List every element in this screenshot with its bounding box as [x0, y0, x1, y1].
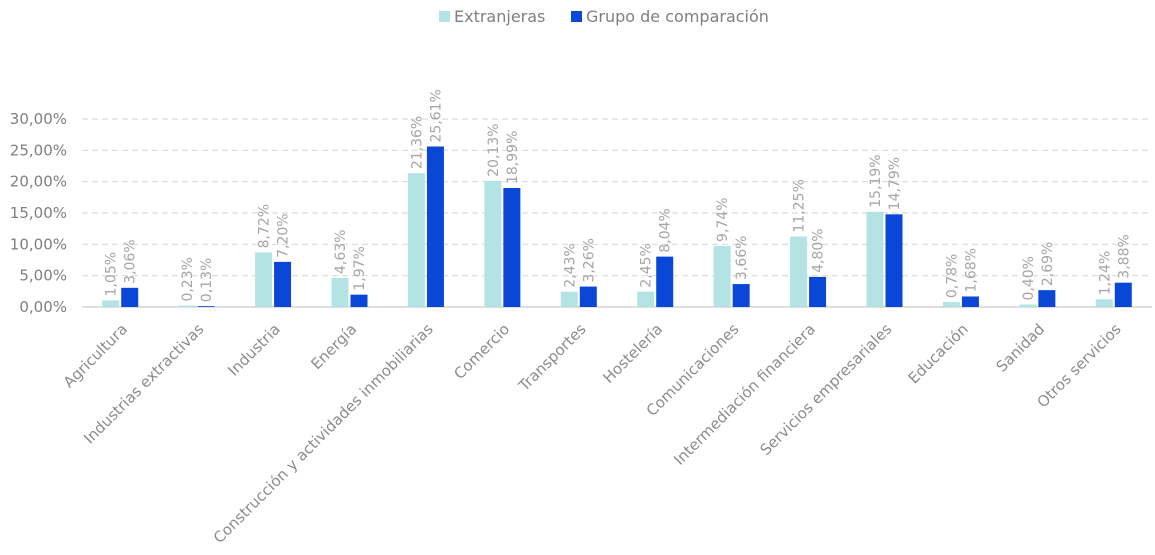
bar-extranjeras-hosteleria [637, 291, 655, 307]
x-category-label-educacion: Educación [905, 320, 972, 387]
x-category-label-energia: Energía [307, 320, 360, 373]
data-label-grupo-de-comparacion-hosteleria: 8,04% [658, 208, 674, 252]
y-tick-label: 15,00% [10, 204, 67, 222]
bar-grupo-de-comparacion-otros-servicios [1114, 282, 1132, 307]
bar-grupo-de-comparacion-agricultura [121, 287, 139, 307]
data-label-extranjeras-construccion-y-actividades-inmobiliarias: 21,36% [409, 116, 425, 169]
legend-item-grupo-de-comparacion: Grupo de comparación [571, 7, 769, 26]
bar-extranjeras-transportes [560, 291, 578, 307]
data-label-extranjeras-otros-servicios: 1,24% [1097, 251, 1113, 295]
data-label-extranjeras-comunicaciones: 9,74% [715, 197, 731, 241]
x-category-label-servicios-empresariales: Servicios empresariales [757, 320, 896, 459]
data-label-extranjeras-industria: 8,72% [257, 204, 273, 248]
data-label-grupo-de-comparacion-construccion-y-actividades-inmobiliarias: 25,61% [428, 89, 444, 142]
x-category-label-industria: Industria [224, 320, 284, 380]
bar-grupo-de-comparacion-transportes [579, 286, 597, 307]
bar-grupo-de-comparacion-comunicaciones [732, 284, 750, 307]
bar-grupo-de-comparacion-educacion [961, 296, 979, 307]
bar-extranjeras-educacion [942, 302, 960, 307]
data-label-extranjeras-agricultura: 1,05% [104, 252, 120, 296]
x-category-label-comercio: Comercio [450, 320, 513, 383]
bar-grupo-de-comparacion-energia [350, 294, 368, 307]
x-category-label-transportes: Transportes [514, 320, 589, 395]
legend: Extranjeras Grupo de comparación [439, 7, 769, 26]
bar-extranjeras-comercio [484, 180, 502, 307]
bar-grupo-de-comparacion-industrias-extractivas [197, 306, 215, 307]
bar-grupo-de-comparacion-intermediacion-financiera [809, 276, 827, 307]
bars [102, 146, 1132, 307]
legend-label-extranjeras: Extranjeras [454, 7, 545, 26]
y-tick-label: 25,00% [10, 141, 67, 159]
y-tick-label: 30,00% [10, 110, 67, 128]
bar-extranjeras-industria [255, 252, 273, 307]
bar-extranjeras-sanidad [1019, 304, 1037, 307]
x-category-label-intermediacion-financiera: Intermediación financiera [670, 320, 819, 469]
data-label-grupo-de-comparacion-comercio: 18,99% [505, 131, 521, 184]
data-label-grupo-de-comparacion-comunicaciones: 3,66% [734, 236, 750, 280]
bar-extranjeras-servicios-empresariales [866, 211, 884, 307]
data-label-extranjeras-intermediacion-financiera: 11,25% [792, 179, 808, 232]
data-label-grupo-de-comparacion-transportes: 3,26% [581, 238, 597, 282]
bar-extranjeras-otros-servicios [1095, 299, 1113, 307]
legend-swatch-extranjeras [439, 11, 450, 22]
y-tick-label: 20,00% [10, 173, 67, 191]
data-label-extranjeras-sanidad: 0,40% [1021, 256, 1037, 300]
bar-grupo-de-comparacion-construccion-y-actividades-inmobiliarias [426, 146, 444, 307]
data-label-extranjeras-hosteleria: 2,45% [639, 243, 655, 287]
bar-grupo-de-comparacion-comercio [503, 187, 521, 307]
y-tick-label: 5,00% [19, 267, 67, 285]
data-label-extranjeras-educacion: 0,78% [944, 254, 960, 298]
legend-item-extranjeras: Extranjeras [439, 7, 545, 26]
legend-swatch-grupo-de-comparacion [571, 11, 582, 22]
data-label-extranjeras-comercio: 20,13% [486, 123, 502, 176]
bar-extranjeras-agricultura [102, 300, 120, 307]
bar-grupo-de-comparacion-sanidad [1038, 290, 1056, 307]
data-label-grupo-de-comparacion-industrias-extractivas: 0,13% [199, 258, 215, 302]
data-label-extranjeras-transportes: 2,43% [562, 243, 578, 287]
bar-extranjeras-energia [331, 277, 349, 307]
data-label-extranjeras-energia: 4,63% [333, 230, 349, 274]
gridlines [82, 118, 1152, 308]
data-label-grupo-de-comparacion-sanidad: 2,69% [1040, 242, 1056, 286]
data-label-grupo-de-comparacion-industria: 7,20% [276, 213, 292, 257]
data-label-extranjeras-industrias-extractivas: 0,23% [180, 257, 196, 301]
x-category-label-sanidad: Sanidad [993, 320, 1049, 376]
data-label-extranjeras-servicios-empresariales: 15,19% [868, 154, 884, 207]
bar-extranjeras-industrias-extractivas [178, 305, 196, 307]
y-tick-label: 10,00% [10, 235, 67, 253]
data-label-grupo-de-comparacion-agricultura: 3,06% [123, 239, 139, 283]
y-axis-tick-labels: 0,00% 5,00% 10,00% 15,00% 20,00% 25,00% 30,00% [10, 110, 67, 316]
data-label-grupo-de-comparacion-servicios-empresariales: 14,79% [887, 157, 903, 210]
bar-extranjeras-comunicaciones [713, 245, 731, 307]
x-category-label-hosteleria: Hostelería [599, 320, 666, 387]
y-tick-label: 0,00% [19, 298, 67, 316]
data-label-grupo-de-comparacion-educacion: 1,68% [963, 248, 979, 292]
bar-extranjeras-construccion-y-actividades-inmobiliarias [407, 173, 425, 307]
data-label-grupo-de-comparacion-energia: 1,97% [352, 246, 368, 290]
bar-grupo-de-comparacion-servicios-empresariales [885, 214, 903, 307]
legend-label-grupo-de-comparacion: Grupo de comparación [586, 7, 769, 26]
x-category-label-agricultura: Agricultura [60, 320, 131, 391]
bar-grupo-de-comparacion-hosteleria [656, 256, 674, 307]
data-label-grupo-de-comparacion-otros-servicios: 3,88% [1116, 234, 1132, 278]
bar-grupo-de-comparacion-industria [274, 261, 292, 307]
data-labels: 1,05% 3,06% 0,23% 0,13% 8,72% 7,20% 4,63% 1,97%… [104, 89, 1133, 302]
data-label-grupo-de-comparacion-intermediacion-financiera: 4,80% [811, 228, 827, 272]
bar-extranjeras-intermediacion-financiera [790, 236, 808, 307]
